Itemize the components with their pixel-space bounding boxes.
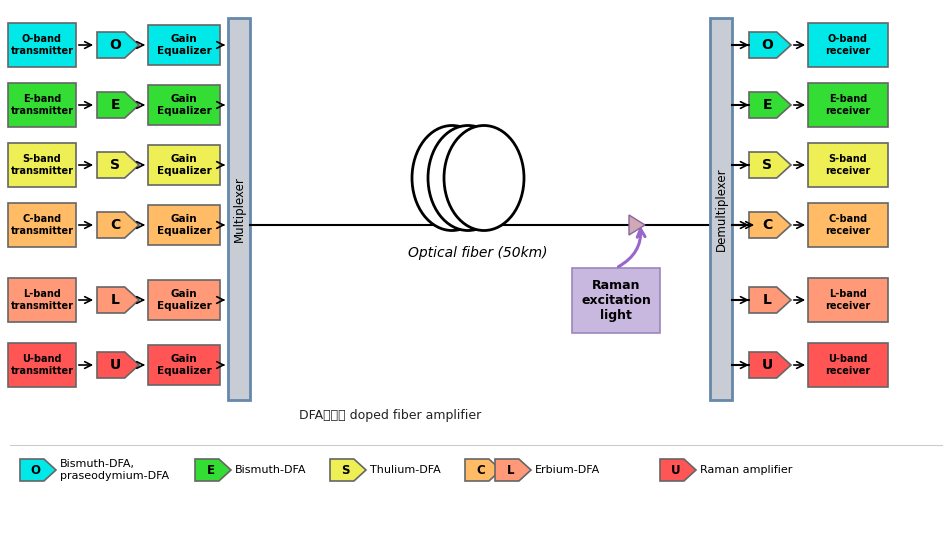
Polygon shape: [749, 352, 791, 378]
Polygon shape: [749, 152, 791, 178]
Text: Thulium-DFA: Thulium-DFA: [370, 465, 441, 475]
Text: O: O: [30, 464, 41, 477]
Text: S: S: [342, 464, 350, 477]
Text: U-band
receiver: U-band receiver: [825, 354, 871, 376]
Polygon shape: [97, 32, 139, 58]
Text: C-band
transmitter: C-band transmitter: [10, 214, 73, 236]
Text: O: O: [762, 38, 773, 52]
FancyBboxPatch shape: [148, 280, 220, 320]
Text: Gain
Equalizer: Gain Equalizer: [157, 289, 211, 311]
Text: Demultiplexer: Demultiplexer: [715, 167, 727, 251]
FancyBboxPatch shape: [148, 85, 220, 125]
FancyBboxPatch shape: [228, 18, 250, 400]
FancyBboxPatch shape: [808, 23, 888, 67]
Text: U-band
transmitter: U-band transmitter: [10, 354, 73, 376]
FancyBboxPatch shape: [148, 205, 220, 245]
Polygon shape: [330, 459, 366, 481]
Text: Raman
excitation
light: Raman excitation light: [581, 279, 651, 322]
Text: S: S: [763, 158, 772, 172]
Ellipse shape: [444, 125, 524, 230]
Polygon shape: [97, 92, 139, 118]
Polygon shape: [660, 459, 696, 481]
Polygon shape: [20, 459, 56, 481]
Text: Gain
Equalizer: Gain Equalizer: [157, 154, 211, 176]
Text: L: L: [507, 464, 514, 477]
Text: Gain
Equalizer: Gain Equalizer: [157, 214, 211, 236]
Text: E: E: [110, 98, 120, 112]
FancyBboxPatch shape: [148, 25, 220, 65]
Polygon shape: [749, 287, 791, 313]
Text: Bismuth-DFA,
praseodymium-DFA: Bismuth-DFA, praseodymium-DFA: [60, 459, 169, 481]
FancyBboxPatch shape: [710, 18, 732, 400]
Text: C: C: [110, 218, 121, 232]
FancyBboxPatch shape: [148, 145, 220, 185]
Polygon shape: [97, 287, 139, 313]
FancyBboxPatch shape: [8, 23, 76, 67]
Text: O-band
receiver: O-band receiver: [825, 34, 871, 56]
Text: E-band
receiver: E-band receiver: [825, 94, 871, 116]
FancyBboxPatch shape: [8, 203, 76, 247]
FancyBboxPatch shape: [808, 343, 888, 387]
Polygon shape: [97, 352, 139, 378]
FancyBboxPatch shape: [148, 345, 220, 385]
FancyBboxPatch shape: [8, 143, 76, 187]
Text: O: O: [109, 38, 121, 52]
Text: C: C: [763, 218, 772, 232]
FancyBboxPatch shape: [8, 83, 76, 127]
Ellipse shape: [412, 125, 492, 230]
Polygon shape: [749, 92, 791, 118]
Polygon shape: [629, 215, 645, 235]
Polygon shape: [749, 32, 791, 58]
Text: Optical fiber (50km): Optical fiber (50km): [408, 247, 547, 260]
Polygon shape: [465, 459, 501, 481]
Text: E: E: [763, 98, 772, 112]
Polygon shape: [749, 212, 791, 238]
Text: Multiplexer: Multiplexer: [232, 176, 246, 242]
Text: Erbium-DFA: Erbium-DFA: [535, 465, 601, 475]
Text: DFA・・・ doped fiber amplifier: DFA・・・ doped fiber amplifier: [299, 408, 481, 421]
Polygon shape: [195, 459, 231, 481]
FancyBboxPatch shape: [8, 343, 76, 387]
Text: U: U: [671, 464, 681, 477]
Text: Gain
Equalizer: Gain Equalizer: [157, 94, 211, 116]
Text: U: U: [109, 358, 121, 372]
Text: L: L: [763, 293, 772, 307]
Text: U: U: [762, 358, 773, 372]
Text: E-band
transmitter: E-band transmitter: [10, 94, 73, 116]
Polygon shape: [97, 152, 139, 178]
Ellipse shape: [428, 125, 508, 230]
Text: S: S: [110, 158, 120, 172]
FancyBboxPatch shape: [572, 268, 660, 333]
FancyBboxPatch shape: [808, 143, 888, 187]
Text: Raman amplifier: Raman amplifier: [700, 465, 792, 475]
Text: O-band
transmitter: O-band transmitter: [10, 34, 73, 56]
Text: Bismuth-DFA: Bismuth-DFA: [235, 465, 307, 475]
Text: Gain
Equalizer: Gain Equalizer: [157, 354, 211, 376]
FancyBboxPatch shape: [808, 278, 888, 322]
FancyBboxPatch shape: [808, 203, 888, 247]
Text: C: C: [476, 464, 486, 477]
Polygon shape: [495, 459, 531, 481]
Text: S-band
receiver: S-band receiver: [825, 154, 871, 176]
Text: L: L: [111, 293, 120, 307]
FancyBboxPatch shape: [8, 278, 76, 322]
Polygon shape: [97, 212, 139, 238]
Text: Gain
Equalizer: Gain Equalizer: [157, 34, 211, 56]
FancyBboxPatch shape: [808, 83, 888, 127]
Text: L-band
transmitter: L-band transmitter: [10, 289, 73, 311]
Text: S-band
transmitter: S-band transmitter: [10, 154, 73, 176]
Text: E: E: [207, 464, 215, 477]
Text: C-band
receiver: C-band receiver: [825, 214, 871, 236]
Text: L-band
receiver: L-band receiver: [825, 289, 871, 311]
